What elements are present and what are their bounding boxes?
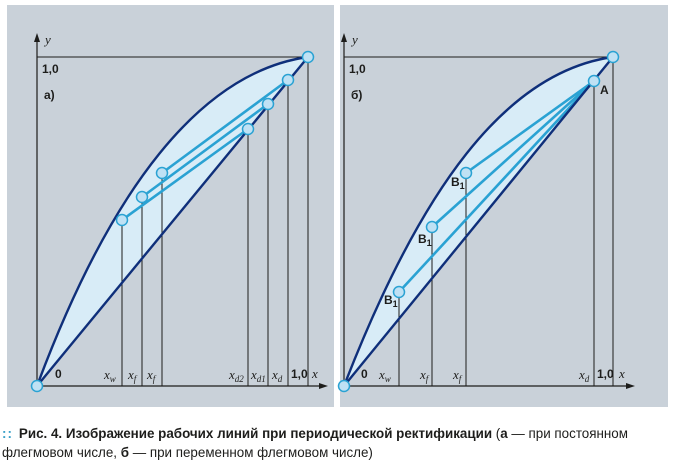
panel-a-equilibrium-curve — [35, 55, 309, 387]
panel-a-diagonal — [36, 56, 309, 387]
panel-a-node — [30, 379, 44, 393]
panel-a: y 1,0 а) 0 xw xf xf xd2 xd1 xd 1,0 x — [7, 5, 334, 407]
panel-a-xf2-label: xf — [146, 367, 157, 384]
panel-a-operating-line-2 — [141, 102, 269, 199]
panel-b-xf2-label: xf — [452, 367, 463, 384]
caption-text-b: — при переменном флегмовом числе) — [129, 445, 373, 460]
panel-a-xd-label: xd — [271, 367, 283, 384]
panel-b-point-b1-lower: B1 — [384, 293, 398, 309]
panel-b-operating-line-3 — [465, 79, 595, 175]
panel-b-equilibrium-curve — [342, 55, 614, 387]
panel-b-node — [425, 220, 439, 234]
caption-open: ( — [492, 426, 501, 441]
panel-b-y-arrow — [341, 33, 347, 42]
panel-b: y 1,0 б) B1 B1 B1 A 0 xw xf xf xd 1,0 x — [337, 5, 668, 407]
caption-prefix: Рис. 4. — [18, 426, 63, 441]
panel-a-xd2-label: xd2 — [228, 367, 244, 384]
panel-a-operating-line-1 — [121, 127, 249, 222]
figure-caption: :: Рис. 4. Изображение рабочих линий при … — [2, 424, 672, 462]
panel-b-node — [587, 74, 601, 88]
panel-a-xf1-label: xf — [127, 367, 138, 384]
panel-a-x-arrow — [319, 383, 328, 389]
panel-a-node — [155, 166, 169, 180]
panel-b-xd-label: xd — [578, 367, 590, 384]
panel-b-point-b1-middle: B1 — [418, 232, 432, 248]
panel-b-x-axis-label: x — [618, 366, 625, 381]
panel-a-node — [281, 73, 295, 87]
panel-a-node — [261, 97, 275, 111]
caption-title: Изображение рабочих линий при периодичес… — [65, 426, 493, 441]
panel-b-x-arrow — [626, 383, 635, 389]
panel-b-operating-line-2 — [431, 80, 595, 228]
caption-text-a: — при постоянном флегмовом числе, — [2, 426, 628, 460]
panel-b-label: б) — [351, 88, 362, 102]
panel-a-node — [301, 50, 315, 64]
panel-a-label: а) — [44, 88, 55, 102]
panel-a-node — [135, 190, 149, 204]
panel-b-point-b1-upper: B1 — [451, 175, 465, 191]
panel-b-node — [337, 379, 351, 393]
panel-a-node — [115, 213, 129, 227]
panel-b-y-tick-label: 1,0 — [349, 62, 366, 76]
panel-b-y-axis-label: y — [350, 32, 358, 47]
panel-a-x-end-tick-label: 1,0 — [291, 367, 308, 381]
panel-b-x-end-tick-label: 1,0 — [597, 367, 614, 381]
panel-b-xw-label: xw — [378, 367, 391, 384]
panel-b-background — [340, 5, 668, 407]
panel-a-xw-label: xw — [103, 367, 116, 384]
panel-a-origin-label: 0 — [55, 367, 62, 381]
panel-a-y-axis-label: y — [43, 32, 51, 47]
panel-a-y-tick-label: 1,0 — [42, 62, 59, 76]
caption-dots-icon: :: — [2, 426, 13, 441]
panel-b-node — [606, 50, 620, 64]
caption-key-b: б — [120, 445, 129, 460]
panel-b-origin-label: 0 — [361, 367, 368, 381]
panel-a-node — [241, 122, 255, 136]
caption-key-a: а — [500, 426, 508, 441]
panel-a-x-axis-label: x — [311, 366, 318, 381]
panel-a-xd1-label: xd1 — [250, 367, 266, 384]
figure-area: y 1,0 а) 0 xw xf xf xd2 xd1 xd 1,0 x — [7, 5, 668, 407]
panel-b-point-a: A — [600, 83, 609, 97]
panel-b-operating-line-1 — [398, 80, 595, 293]
panel-a-operating-line-3 — [161, 78, 289, 175]
panel-b-xf1-label: xf — [419, 367, 430, 384]
panel-b-diagonal — [343, 56, 614, 387]
panel-b-node — [459, 166, 473, 180]
panel-b-node — [392, 285, 406, 299]
panel-a-y-arrow — [34, 33, 40, 42]
